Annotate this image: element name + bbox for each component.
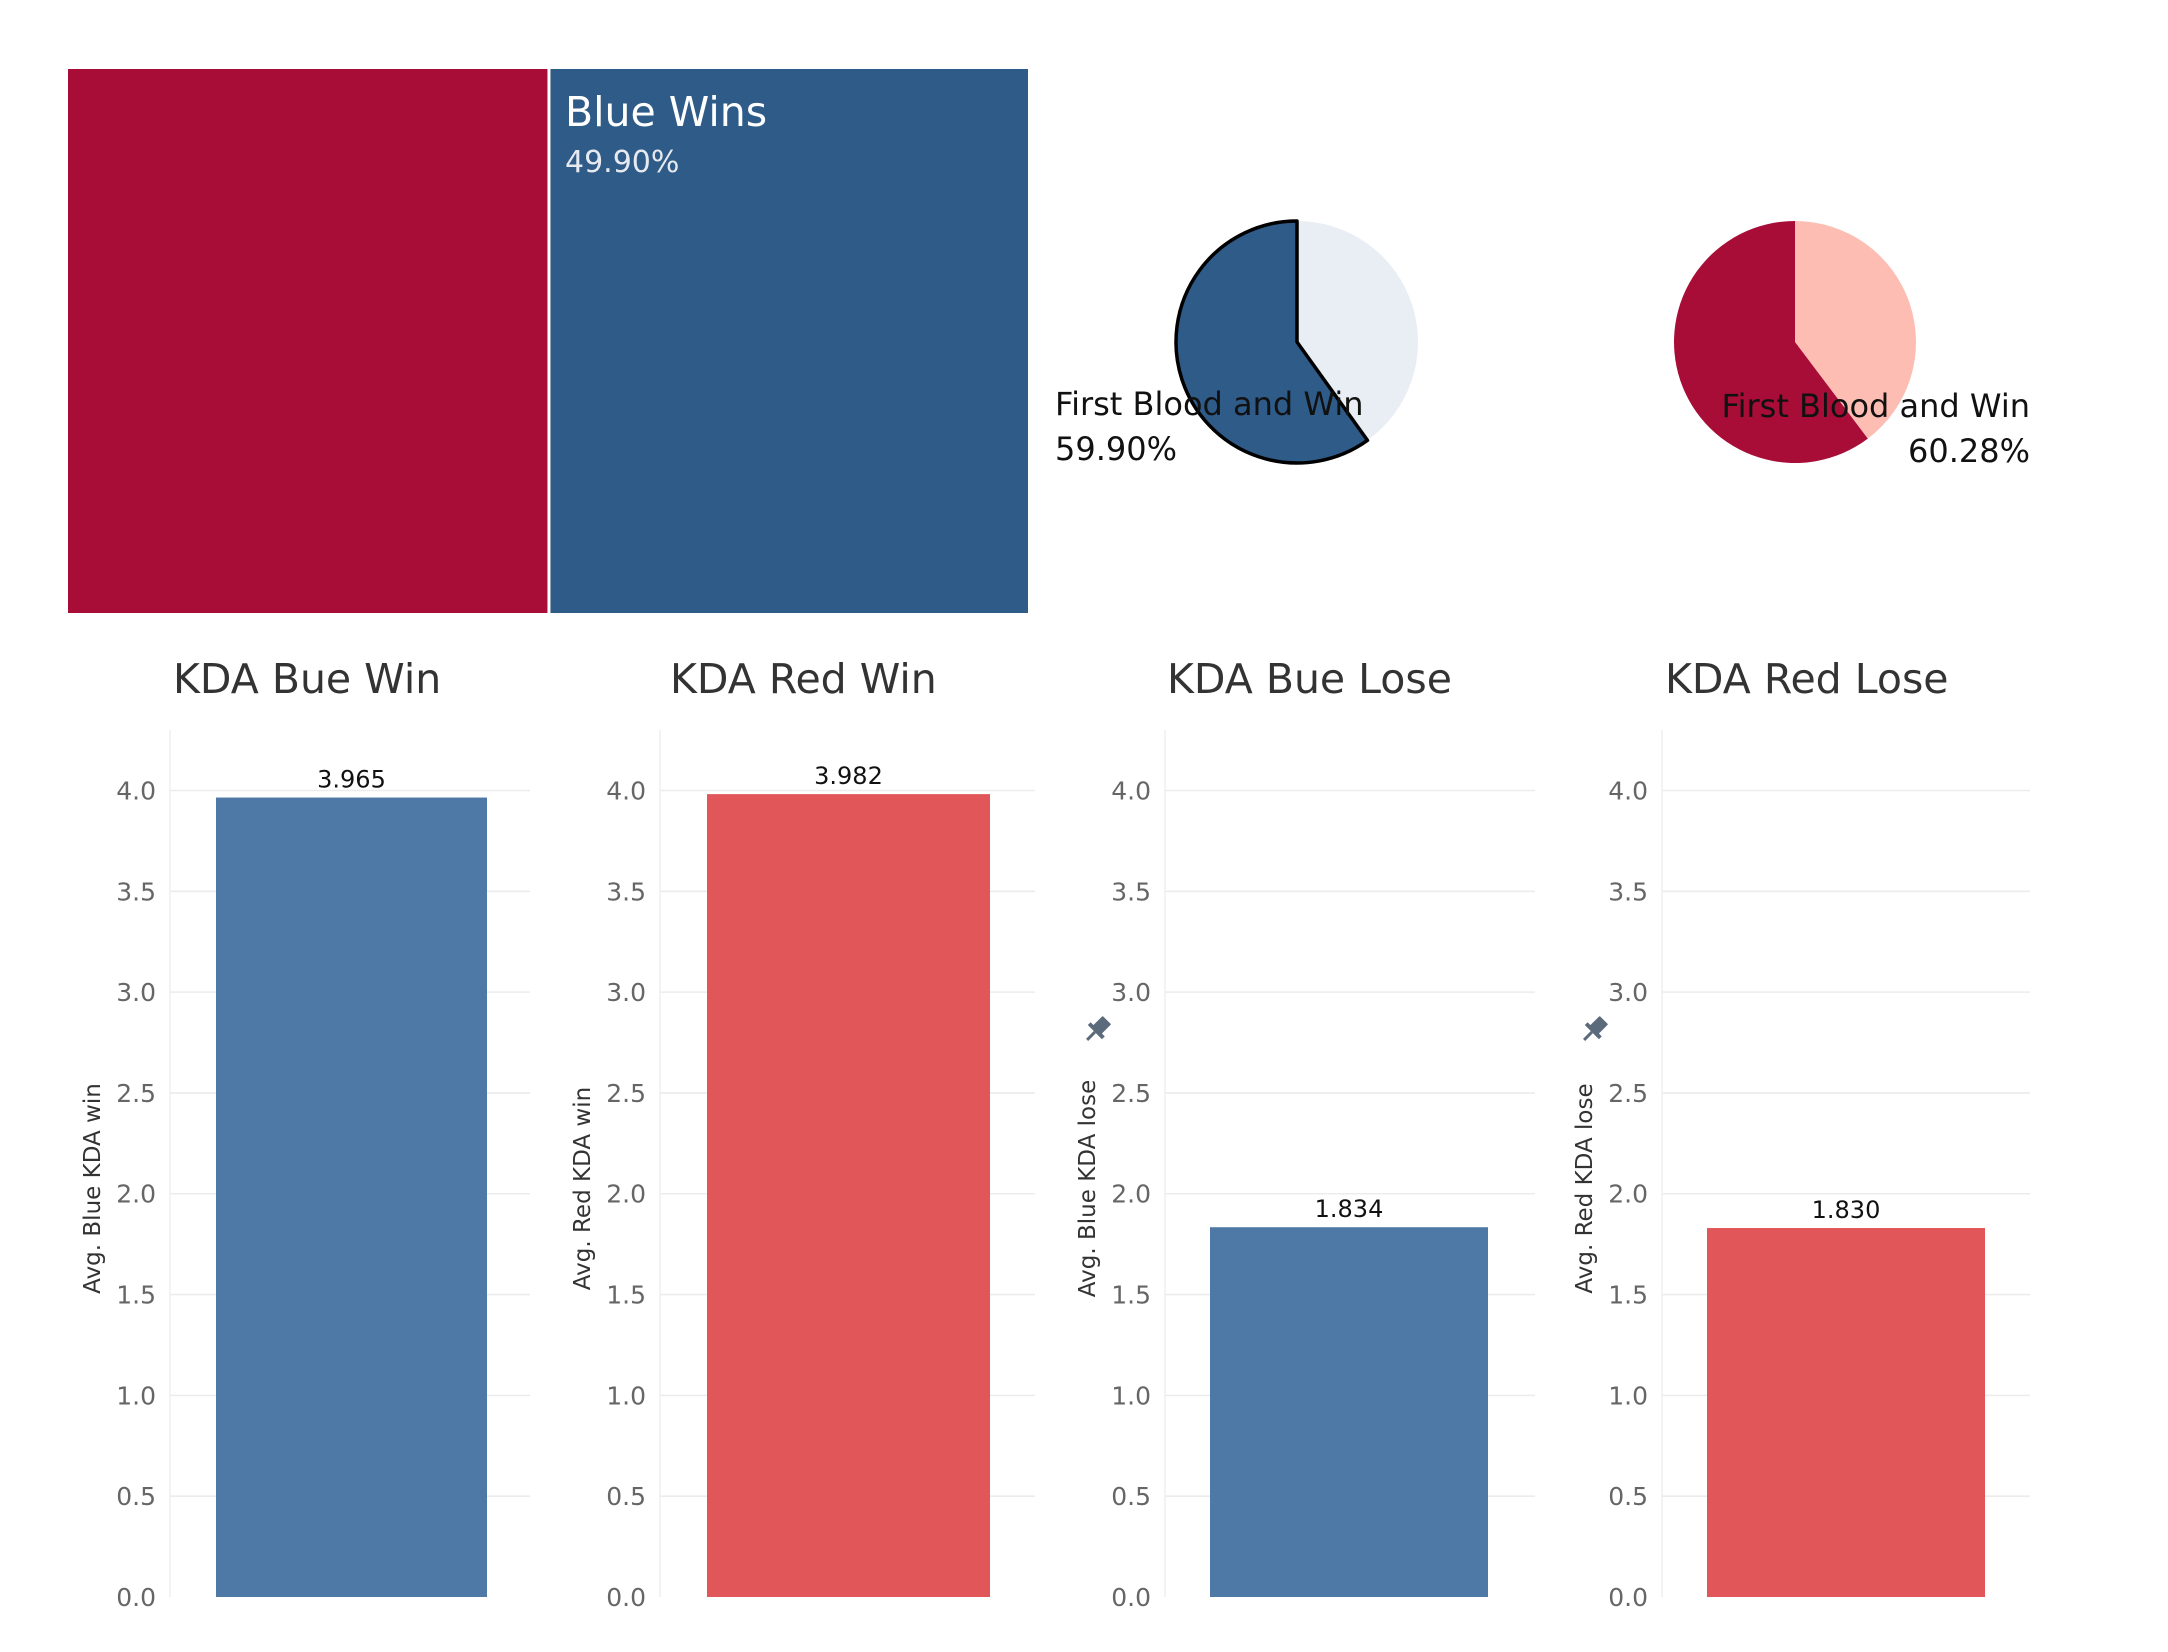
pie-red-value: 60.28% (1908, 432, 2030, 470)
y-tick-label: 1.0 (606, 1381, 646, 1410)
y-tick-label: 0.0 (1608, 1583, 1648, 1612)
y-tick-label: 2.5 (116, 1079, 156, 1108)
y-tick-label: 1.5 (606, 1281, 646, 1310)
treemap-blue-label: Blue Wins (565, 88, 767, 136)
y-tick-label: 0.0 (1111, 1583, 1151, 1612)
y-tick-label: 3.5 (606, 877, 646, 906)
pin-icon[interactable] (1080, 1013, 1114, 1047)
y-tick-label: 4.0 (1608, 776, 1648, 805)
pie-red-first-blood-win-slice[interactable] (1673, 221, 1868, 464)
y-tick-label: 4.0 (116, 776, 156, 805)
treemap-blue-value: 49.90% (565, 145, 679, 180)
y-axis-label: Avg. Red KDA win (570, 1087, 596, 1290)
bar-value-label: 1.834 (1315, 1195, 1384, 1223)
kda-bar-charts: KDA Bue Win 0.0 0.5 1.0 1.5 2.0 2.5 3.0 3.5 4.0 Av… (80, 655, 2030, 1612)
y-tick-label: 1.5 (1111, 1281, 1151, 1310)
pie-red-label: First Blood and Win (1722, 387, 2030, 425)
bar-value-label: 3.982 (814, 762, 883, 790)
treemap: Blue Wins 49.90% (68, 69, 1028, 613)
y-tick-label: 2.5 (1608, 1079, 1648, 1108)
y-tick-label: 1.5 (116, 1281, 156, 1310)
bar-chart-3: KDA Red Lose 0.0 0.5 1.0 1.5 2.0 2.5 3.0 3.5 4.0 A… (1572, 655, 2030, 1612)
y-tick-label: 0.5 (116, 1482, 156, 1511)
pie-blue-remainder-slice[interactable] (1297, 221, 1418, 441)
y-tick-label: 2.5 (606, 1079, 646, 1108)
y-tick-label: 0.0 (116, 1583, 156, 1612)
treemap-red-wins-block[interactable] (68, 69, 548, 613)
bar[interactable] (1210, 1227, 1488, 1597)
y-tick-label: 3.5 (1111, 877, 1151, 906)
bar-chart-1: KDA Red Win 0.0 0.5 1.0 1.5 2.0 2.5 3.0 3.5 4.0 Av… (570, 655, 1035, 1612)
y-tick-label: 2.0 (1608, 1180, 1648, 1209)
bar-value-label: 1.830 (1812, 1196, 1881, 1224)
chart-title: KDA Bue Win (173, 655, 441, 703)
treemap-blue-wins-block[interactable] (550, 69, 1028, 613)
y-tick-label: 0.5 (1608, 1482, 1648, 1511)
bar-chart-2: KDA Bue Lose 0.0 0.5 1.0 1.5 2.0 2.5 3.0 3.5 4.0 A… (1075, 655, 1535, 1612)
chart-title: KDA Red Lose (1665, 655, 1949, 703)
bar[interactable] (707, 794, 990, 1597)
pie-blue-value: 59.90% (1055, 430, 1177, 468)
y-tick-label: 3.0 (116, 978, 156, 1007)
bar-chart-0: KDA Bue Win 0.0 0.5 1.0 1.5 2.0 2.5 3.0 3.5 4.0 Av… (80, 655, 530, 1612)
y-tick-label: 3.0 (1608, 978, 1648, 1007)
y-tick-label: 1.0 (1111, 1381, 1151, 1410)
y-tick-label: 2.0 (116, 1180, 156, 1209)
y-tick-label: 1.0 (1608, 1381, 1648, 1410)
pie-red-remainder-slice[interactable] (1795, 221, 1916, 439)
pie-blue-first-blood-win-slice[interactable] (1174, 219, 1370, 465)
pie-chart-blue: First Blood and Win 59.90% (1055, 219, 1418, 468)
y-tick-label: 2.5 (1111, 1079, 1151, 1108)
y-tick-label: 4.0 (1111, 776, 1151, 805)
y-tick-label: 1.5 (1608, 1281, 1648, 1310)
y-tick-label: 3.5 (116, 877, 156, 906)
bar[interactable] (1707, 1228, 1985, 1597)
y-tick-label: 2.0 (1111, 1180, 1151, 1209)
bar[interactable] (216, 797, 487, 1597)
y-tick-label: 3.0 (1111, 978, 1151, 1007)
bar-value-label: 3.965 (317, 766, 386, 794)
y-tick-label: 4.0 (606, 776, 646, 805)
y-tick-label: 3.0 (606, 978, 646, 1007)
y-axis-label: Avg. Blue KDA win (80, 1083, 106, 1294)
pie-chart-red: First Blood and Win 60.28% (1673, 221, 2030, 470)
y-tick-label: 0.5 (1111, 1482, 1151, 1511)
chart-title: KDA Red Win (670, 655, 937, 703)
y-axis-label: Avg. Red KDA lose (1572, 1083, 1598, 1293)
y-tick-label: 1.0 (116, 1381, 156, 1410)
pin-icon[interactable] (1577, 1013, 1611, 1047)
y-tick-label: 3.5 (1608, 877, 1648, 906)
y-tick-label: 0.5 (606, 1482, 646, 1511)
y-axis-label: Avg. Blue KDA lose (1075, 1080, 1101, 1297)
y-tick-label: 2.0 (606, 1180, 646, 1209)
y-tick-label: 0.0 (606, 1583, 646, 1612)
pie-blue-label: First Blood and Win (1055, 385, 1363, 423)
chart-title: KDA Bue Lose (1167, 655, 1452, 703)
